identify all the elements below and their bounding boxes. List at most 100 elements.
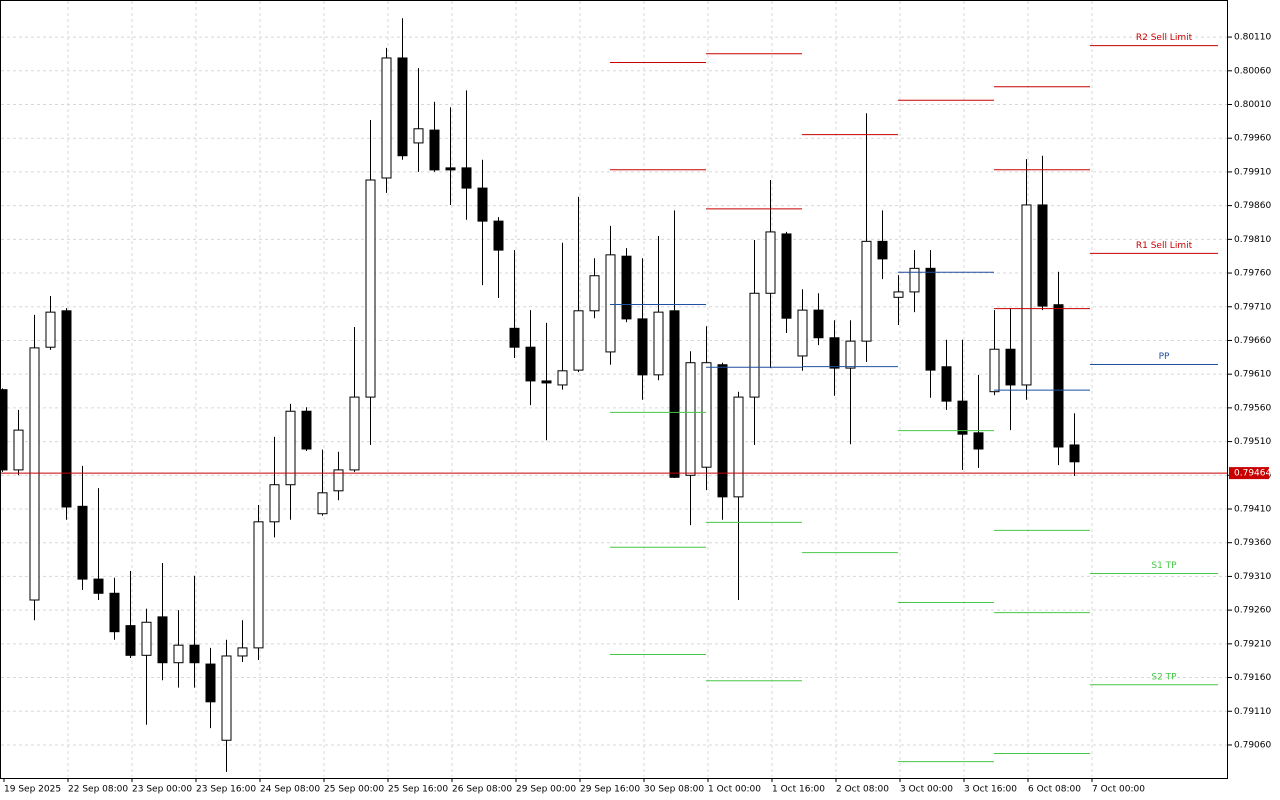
candle-body	[941, 366, 952, 402]
x-tick-label: 30 Sep 08:00	[644, 785, 704, 795]
candle-body	[909, 267, 920, 293]
candle-body	[365, 179, 376, 398]
candle-body	[285, 410, 296, 486]
candle-body	[429, 129, 440, 171]
candle-body	[205, 663, 216, 703]
y-tick-label: 0.79810	[1234, 235, 1271, 245]
candle-body	[877, 240, 888, 260]
last-price-box	[1229, 467, 1269, 480]
candle-body	[621, 255, 632, 320]
candle-body	[477, 187, 488, 222]
y-tick-label: 0.79960	[1234, 134, 1271, 144]
x-tick-label: 22 Sep 08:00	[68, 785, 128, 795]
candle-body	[589, 275, 600, 312]
candle-body	[301, 410, 312, 450]
y-tick-label: 0.79510	[1234, 437, 1271, 447]
candle-body	[1, 389, 8, 471]
y-tick-label: 0.79110	[1234, 707, 1271, 717]
candle-body	[109, 592, 120, 633]
candle-body	[269, 484, 280, 523]
candle-body	[925, 267, 936, 371]
candle-body	[445, 167, 456, 171]
candle-body	[413, 128, 424, 144]
candle-body	[829, 337, 840, 369]
axes: 0.80110 0.80060 0.80010 0.79960 0.79910 0.798…	[3, 33, 1271, 795]
y-tick-label: 0.79560	[1234, 403, 1271, 413]
candle-body	[861, 240, 872, 342]
plot-frame	[0, 0, 1228, 779]
candle-body	[989, 348, 1000, 393]
candle-body	[45, 311, 56, 348]
y-tick-label: 0.79610	[1234, 370, 1271, 380]
x-tick-label: 6 Oct 08:00	[1028, 785, 1081, 795]
candle-body	[77, 505, 88, 580]
pivot-label: S2 TP	[1151, 672, 1177, 682]
x-tick-label: 25 Sep 16:00	[388, 785, 448, 795]
x-tick-label: 23 Sep 00:00	[132, 785, 192, 795]
candle-body	[557, 370, 568, 386]
candle-body	[541, 380, 552, 384]
candle-body	[61, 310, 72, 508]
candle-body	[653, 311, 664, 376]
y-tick-label: 0.79860	[1234, 201, 1271, 211]
candle-body	[957, 400, 968, 435]
candle-body	[701, 362, 712, 468]
candle-body	[717, 364, 728, 498]
y-tick-label: 0.79160	[1234, 673, 1271, 683]
candle-body	[317, 492, 328, 515]
x-tick-label: 19 Sep 2025	[4, 785, 61, 795]
candle-body	[493, 220, 504, 251]
candle-body	[333, 469, 344, 492]
x-tick-label: 3 Oct 16:00	[964, 785, 1017, 795]
x-tick-label: 24 Sep 08:00	[260, 785, 320, 795]
last-price-label: 0.79464	[1234, 469, 1271, 479]
y-tick-label: 0.80060	[1234, 66, 1271, 76]
candle-body	[525, 346, 536, 382]
x-tick-label: 1 Oct 00:00	[708, 785, 761, 795]
candle-body	[605, 254, 616, 353]
candle-body	[973, 432, 984, 450]
candle-body	[749, 292, 760, 398]
candle-body	[669, 310, 680, 478]
candle-body	[461, 167, 472, 189]
y-tick-label: 0.79710	[1234, 302, 1271, 312]
y-tick-label: 0.79410	[1234, 505, 1271, 515]
candle-body	[253, 521, 264, 649]
candle-body	[189, 644, 200, 664]
y-tick-label: 0.79660	[1234, 336, 1271, 346]
candle-body	[125, 625, 136, 656]
x-tick-label: 29 Sep 16:00	[580, 785, 640, 795]
y-tick-label: 0.79260	[1234, 606, 1271, 616]
candle-body	[685, 362, 696, 476]
x-tick-label: 7 Oct 00:00	[1092, 785, 1145, 795]
candle-body	[237, 647, 248, 657]
candle-body	[1021, 204, 1032, 386]
candle-body	[1069, 444, 1080, 463]
candle-body	[29, 347, 40, 601]
candle-body	[781, 233, 792, 319]
pivot-label: R1 Sell Limit	[1136, 241, 1193, 251]
x-tick-label: 26 Sep 08:00	[452, 785, 512, 795]
candle-body	[765, 231, 776, 294]
candle-body	[13, 429, 24, 471]
y-tick-label: 0.79910	[1234, 167, 1271, 177]
x-tick-label: 1 Oct 16:00	[772, 785, 825, 795]
x-tick-label: 23 Sep 16:00	[196, 785, 256, 795]
candle-body	[381, 57, 392, 179]
candle-body	[813, 309, 824, 339]
candle-body	[637, 318, 648, 376]
y-tick-label: 0.80110	[1234, 33, 1271, 43]
y-tick-label: 0.79310	[1234, 572, 1271, 582]
candle-body	[509, 327, 520, 348]
candle-body	[1053, 304, 1064, 448]
y-tick-label: 0.80010	[1234, 100, 1271, 110]
y-tick-label: 0.79060	[1234, 740, 1271, 750]
x-tick-label: 3 Oct 00:00	[900, 785, 953, 795]
plot: R2 Sell Limit R1 Sell Limit PP S1 TP S2 TP	[1, 18, 1227, 772]
candle-body	[1037, 204, 1048, 307]
pivot-label: R2 Sell Limit	[1136, 33, 1193, 43]
candle-body	[93, 578, 104, 594]
y-tick-label: 0.79210	[1234, 639, 1271, 649]
